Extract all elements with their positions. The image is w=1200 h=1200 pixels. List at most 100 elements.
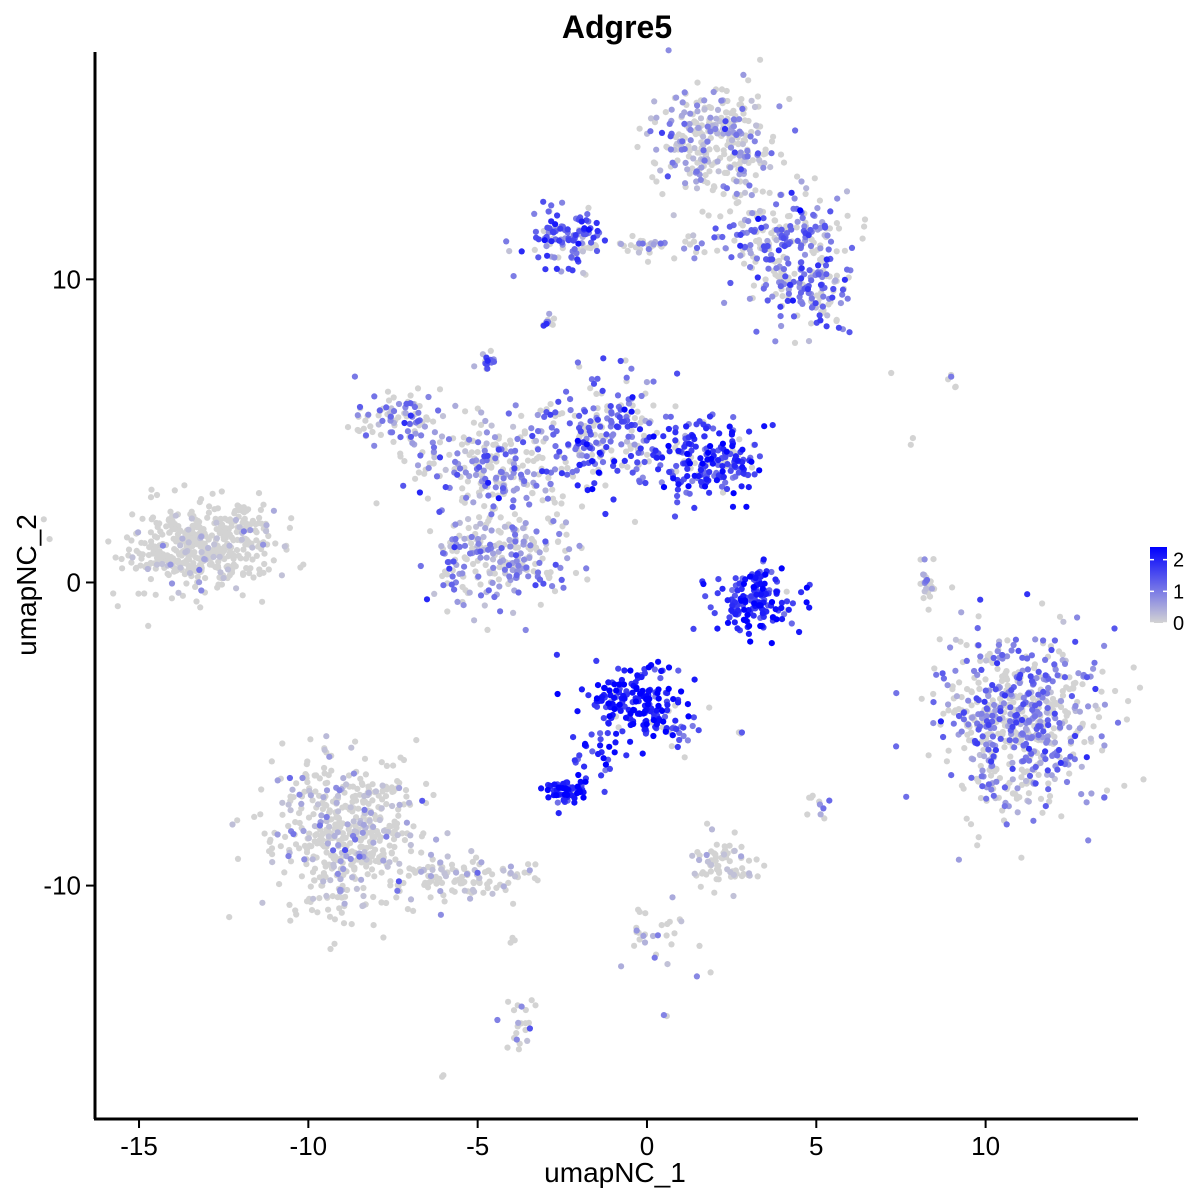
cell-point xyxy=(741,260,748,267)
cell-point xyxy=(721,299,728,306)
cell-point xyxy=(256,514,263,522)
cell-point xyxy=(801,223,808,230)
cell-point xyxy=(1103,787,1111,794)
cell-point xyxy=(1042,672,1049,679)
cell-point xyxy=(706,413,714,420)
cell-point xyxy=(558,470,566,477)
cell-point xyxy=(1090,665,1097,672)
cell-point xyxy=(744,147,751,154)
cell-point xyxy=(1028,652,1035,659)
cell-point xyxy=(497,608,504,615)
cell-point xyxy=(1014,809,1021,816)
cell-point xyxy=(738,585,745,593)
cell-point xyxy=(665,664,673,671)
cell-point xyxy=(592,243,600,250)
cell-point xyxy=(614,392,622,399)
cell-point xyxy=(708,861,715,868)
cell-point xyxy=(389,802,396,810)
cell-point xyxy=(240,570,247,577)
cell-point xyxy=(321,746,328,754)
cell-point xyxy=(378,869,385,876)
cell-point xyxy=(1061,674,1068,681)
cell-point xyxy=(753,591,760,598)
cell-point xyxy=(765,265,772,272)
cell-point xyxy=(675,447,682,455)
cell-point xyxy=(726,858,733,865)
cell-point xyxy=(470,879,477,887)
cell-point xyxy=(587,385,594,392)
cell-point xyxy=(171,520,178,528)
cell-point xyxy=(542,538,549,545)
cell-point xyxy=(440,550,447,557)
cell-point xyxy=(750,584,758,591)
cell-point xyxy=(371,393,378,400)
cell-point xyxy=(798,265,805,272)
cell-point xyxy=(669,894,676,901)
cell-point xyxy=(627,242,635,249)
cell-point xyxy=(676,736,683,744)
cell-point xyxy=(347,804,354,811)
cell-point xyxy=(1032,763,1039,771)
cell-point xyxy=(698,478,705,485)
cell-point xyxy=(697,115,705,122)
cell-point xyxy=(729,443,736,450)
cell-point xyxy=(322,780,329,787)
cell-point xyxy=(487,541,494,548)
cell-point xyxy=(561,454,568,461)
cell-point xyxy=(185,534,192,541)
cell-point xyxy=(751,138,758,145)
cell-point xyxy=(1051,710,1058,717)
cell-point xyxy=(551,588,559,595)
cell-point xyxy=(1037,759,1044,767)
cell-point xyxy=(687,137,694,144)
cell-point xyxy=(783,588,790,595)
cell-point xyxy=(700,147,707,154)
cell-point xyxy=(362,771,369,778)
cell-point xyxy=(817,811,824,818)
cell-point xyxy=(1008,647,1015,654)
cell-point xyxy=(348,921,355,928)
cell-point xyxy=(716,869,723,877)
cell-point xyxy=(439,572,446,580)
cell-point xyxy=(476,492,483,499)
cell-point xyxy=(833,220,841,227)
cell-point xyxy=(342,834,349,841)
cell-point xyxy=(582,740,589,748)
cell-point xyxy=(988,758,995,765)
cell-point xyxy=(376,407,383,414)
cell-point xyxy=(989,682,996,689)
cell-point xyxy=(534,877,541,884)
cell-point xyxy=(511,531,519,538)
cell-point xyxy=(403,793,410,800)
cell-point xyxy=(664,961,671,968)
cell-point xyxy=(665,47,672,54)
cell-point xyxy=(382,793,390,800)
cell-point xyxy=(647,115,655,122)
cell-point xyxy=(216,553,223,560)
cell-point xyxy=(989,733,997,740)
y-axis-label: umapNC_2 xyxy=(11,514,42,656)
cell-point xyxy=(618,418,625,425)
cell-point xyxy=(833,272,841,279)
cell-point xyxy=(330,855,337,862)
cell-point xyxy=(694,149,701,156)
cell-point xyxy=(414,462,422,469)
cell-point xyxy=(985,721,992,729)
cell-point xyxy=(307,883,314,890)
cell-point xyxy=(522,1006,529,1014)
cell-point xyxy=(557,564,564,572)
cell-point xyxy=(787,223,794,230)
cell-point xyxy=(258,786,265,793)
cell-point xyxy=(549,321,556,328)
cell-point xyxy=(859,235,866,242)
cell-point xyxy=(272,540,279,547)
cell-point xyxy=(270,507,277,514)
cell-point xyxy=(1051,661,1058,668)
cell-point xyxy=(321,770,328,777)
cell-point xyxy=(952,707,959,714)
cell-point xyxy=(778,599,786,606)
cell-point xyxy=(699,208,706,215)
cell-point xyxy=(706,704,713,711)
cell-point xyxy=(537,601,544,608)
cell-point xyxy=(746,182,753,189)
